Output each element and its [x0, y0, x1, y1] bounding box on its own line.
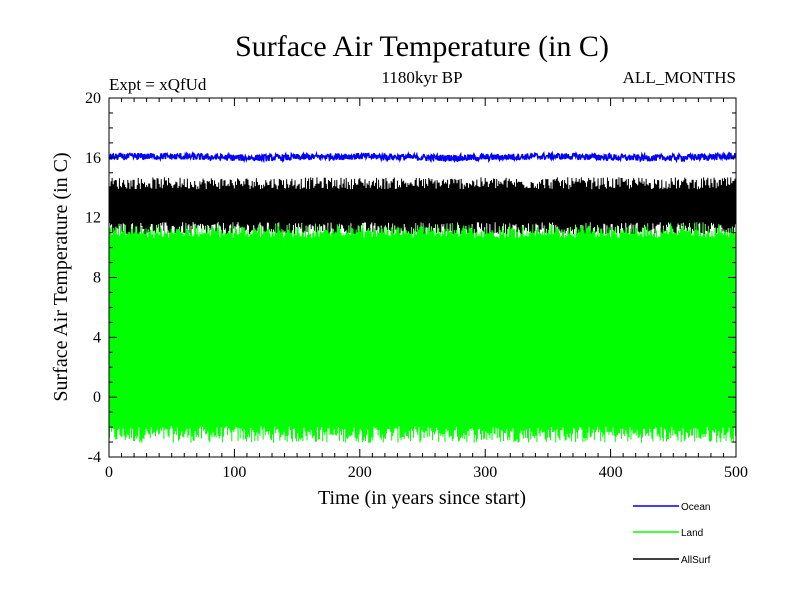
- y-axis-label: Surface Air Temperature (in C): [50, 152, 72, 401]
- x-axis-label: Time (in years since start): [318, 487, 526, 509]
- expt-label: Expt = xQfUd: [109, 75, 207, 94]
- x-tick-label: 100: [222, 464, 246, 481]
- y-tick-label: 20: [85, 90, 101, 107]
- legend-label-ocean: Ocean: [681, 502, 710, 513]
- series-layer: [108, 150, 737, 443]
- series-line-ocean: [108, 150, 737, 164]
- x-tick-label: 400: [599, 464, 623, 481]
- x-tick-label: 500: [724, 464, 748, 481]
- legend-label-land: Land: [681, 528, 703, 539]
- x-tick-label: 300: [473, 464, 497, 481]
- series-line-allsurf: [108, 177, 737, 235]
- months-label: ALL_MONTHS: [623, 68, 736, 87]
- legend-label-allsurf: AllSurf: [681, 555, 711, 566]
- y-tick-label: 0: [93, 389, 101, 406]
- y-tick-label: 8: [93, 270, 101, 287]
- y-tick-label: -4: [88, 449, 101, 466]
- x-tick-label: 200: [348, 464, 372, 481]
- period-label: 1180kyr BP: [381, 68, 462, 87]
- legend: Ocean Land AllSurf: [633, 502, 711, 566]
- y-tick-label: 16: [85, 150, 101, 167]
- y-tick-label: 4: [93, 329, 101, 346]
- x-tick-label: 0: [105, 464, 113, 481]
- y-tick-label: 12: [85, 210, 101, 227]
- chart-title: Surface Air Temperature (in C): [235, 30, 609, 63]
- series-line-land: [108, 221, 737, 443]
